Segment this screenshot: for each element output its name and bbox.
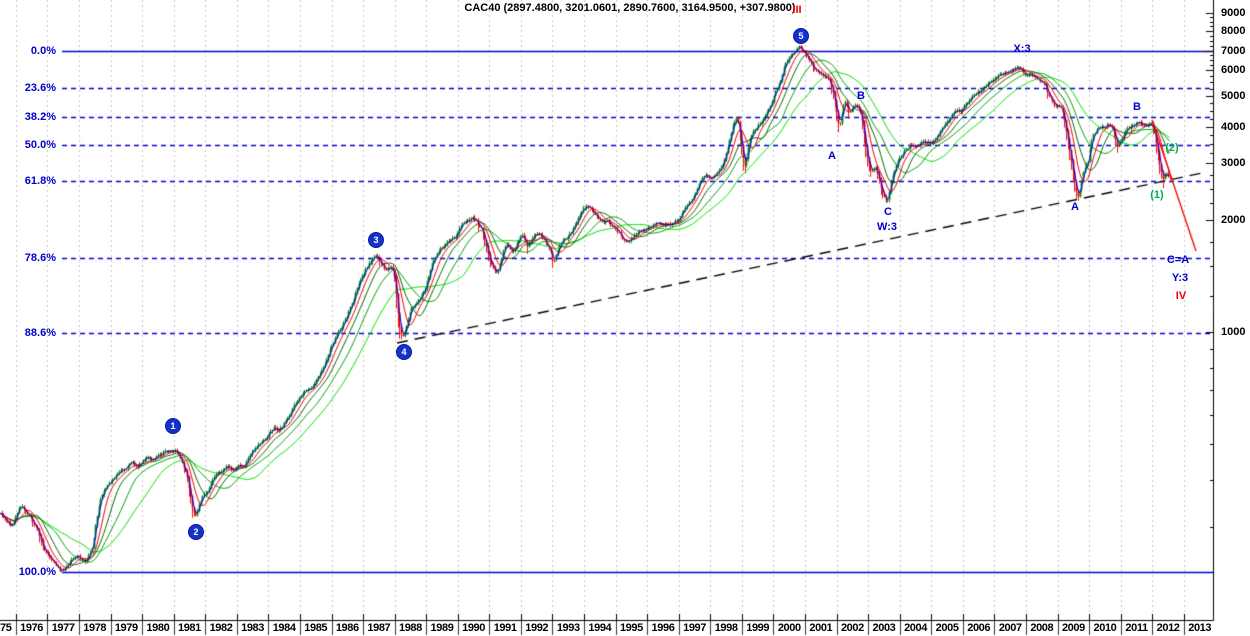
chart-window: CAC40 (2897.4800, 3201.0601, 2890.7600, … <box>0 0 1250 636</box>
price-chart-plot-area[interactable] <box>0 0 1250 636</box>
